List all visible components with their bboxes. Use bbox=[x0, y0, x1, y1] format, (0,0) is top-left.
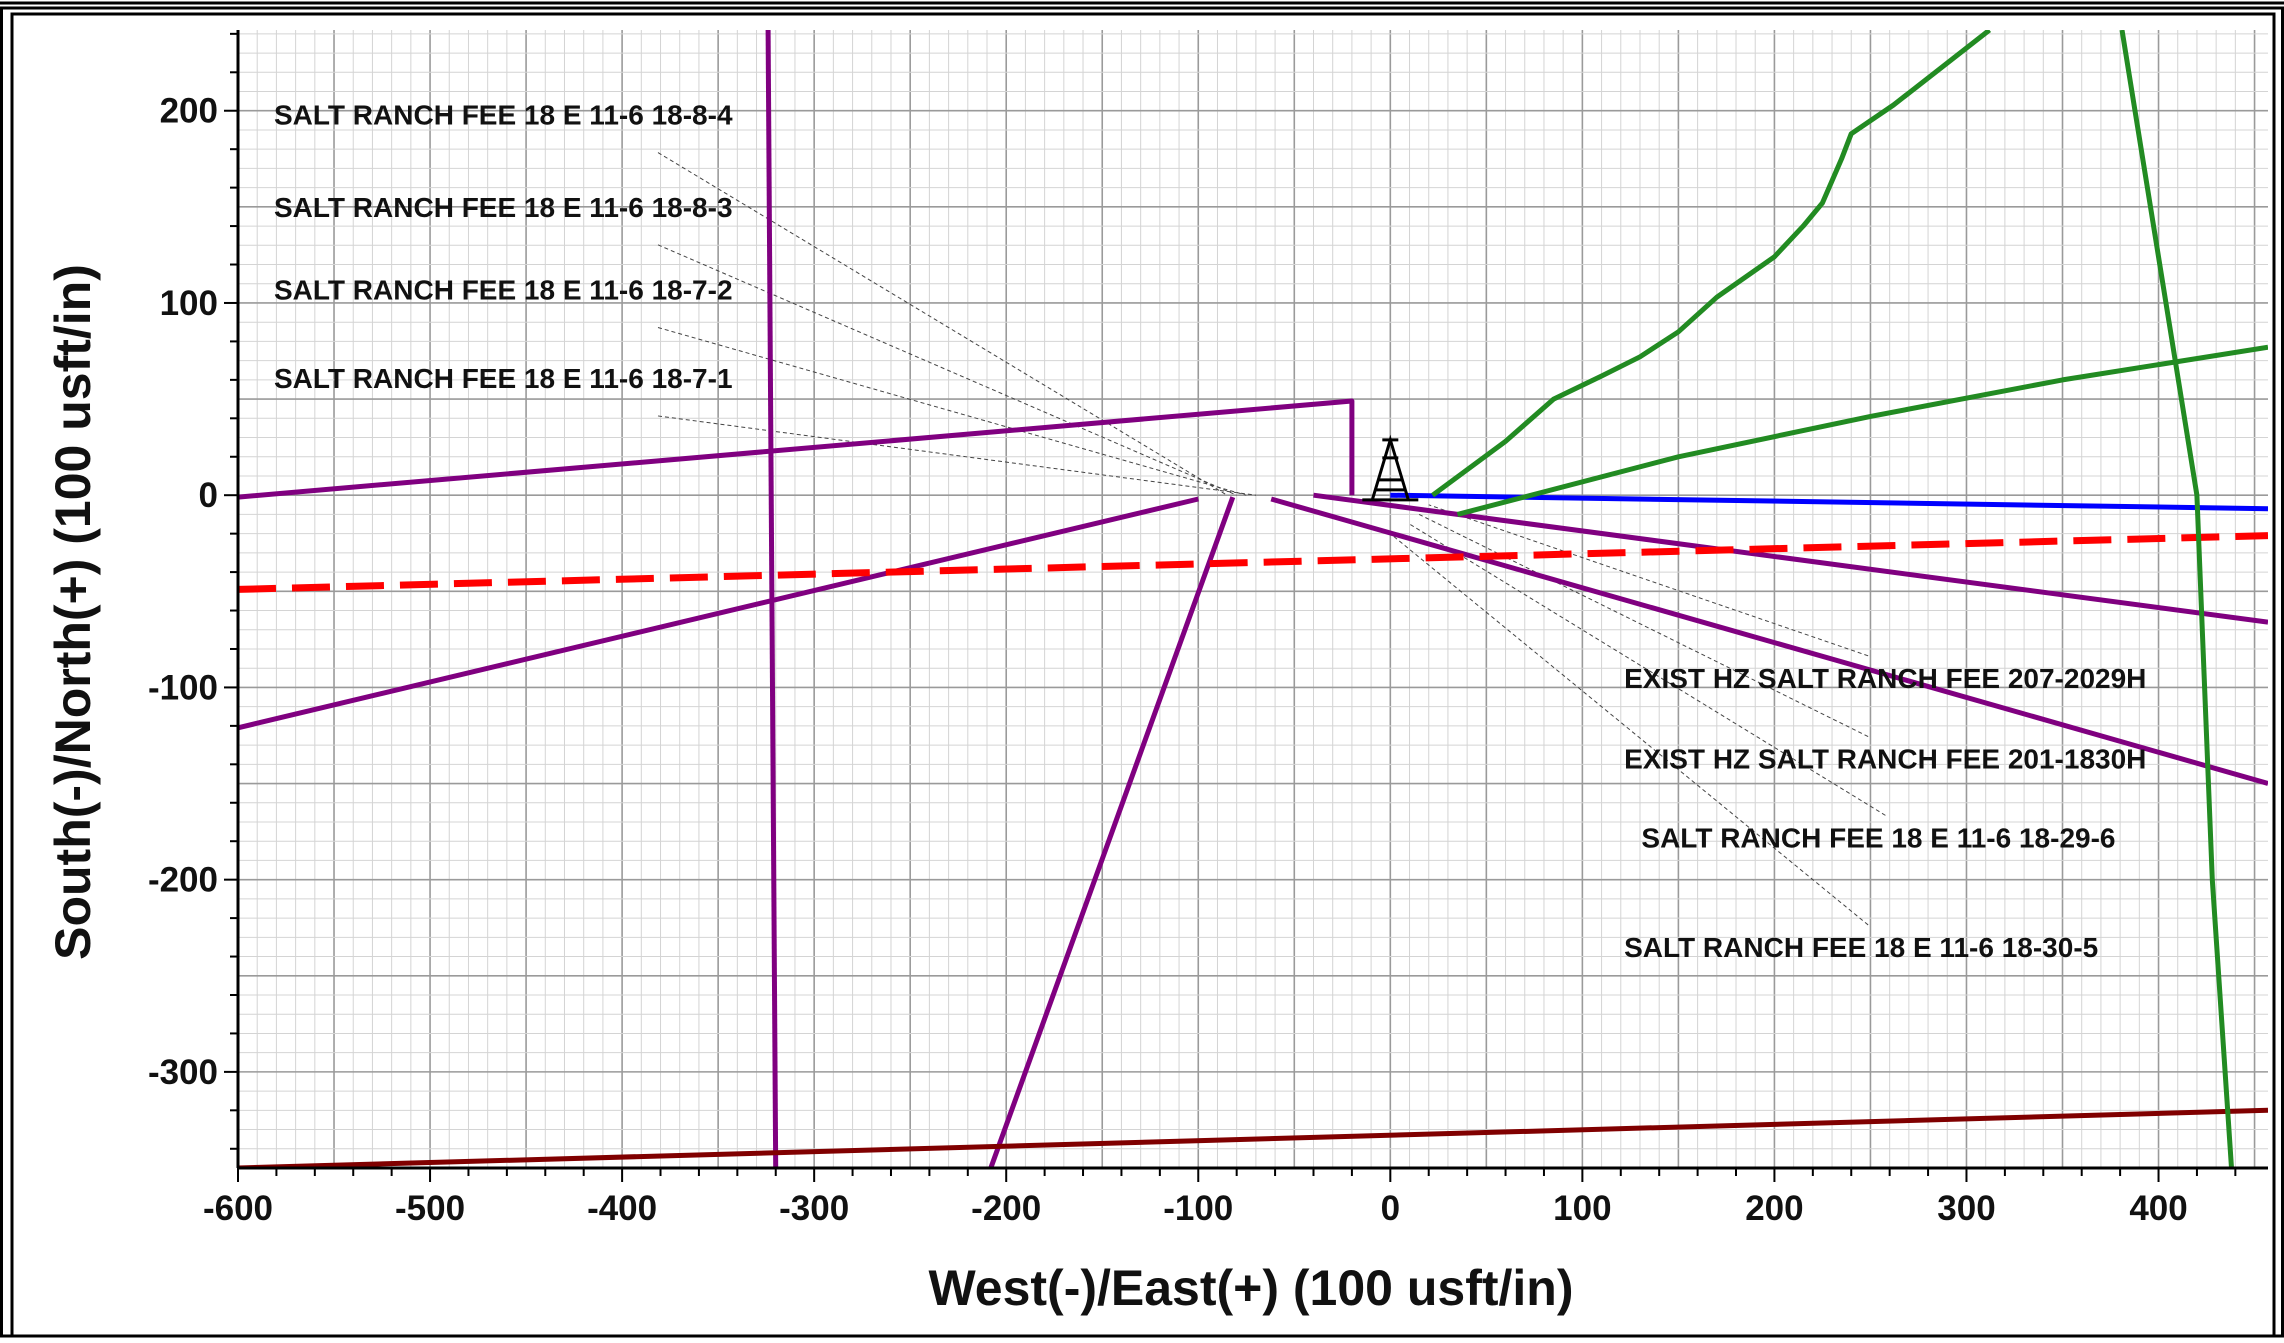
drilling-rig-icon bbox=[1362, 434, 1419, 502]
label-leader-line bbox=[1390, 533, 1869, 926]
x-tick-label: -400 bbox=[587, 1189, 657, 1228]
label-leader-line bbox=[657, 152, 1228, 496]
well-label: SALT RANCH FEE 18 E 11-6 18-30-5 bbox=[1624, 932, 2098, 963]
y-tick-label: -300 bbox=[148, 1053, 218, 1092]
label-leader-line bbox=[657, 244, 1237, 496]
well-path-line bbox=[238, 496, 1199, 731]
well-path-line bbox=[1270, 496, 2268, 786]
well-label: SALT RANCH FEE 18 E 11-6 18-7-2 bbox=[274, 275, 733, 306]
well-path-line bbox=[2119, 30, 2234, 1168]
x-tick-label: -600 bbox=[203, 1189, 273, 1228]
plot-area bbox=[238, 30, 2268, 1168]
label-leader-line bbox=[657, 327, 1247, 496]
surface-marker bbox=[1362, 434, 1419, 502]
x-tick-label: -500 bbox=[395, 1189, 465, 1228]
label-leaders bbox=[657, 152, 1886, 926]
well-path-line bbox=[988, 496, 1236, 1168]
well-path-line bbox=[238, 1107, 2268, 1168]
well-label: SALT RANCH FEE 18 E 11-6 18-8-3 bbox=[274, 192, 733, 223]
x-tick-label: -100 bbox=[1163, 1189, 1233, 1228]
y-axis-title: South(-)/North(+) (100 usft/in) bbox=[45, 264, 101, 960]
y-tick-label: 0 bbox=[199, 476, 218, 515]
grid bbox=[237, 30, 2268, 1169]
x-tick-label: 300 bbox=[1937, 1189, 1995, 1228]
x-tick-label: 0 bbox=[1381, 1189, 1400, 1228]
x-tick-label: 400 bbox=[2129, 1189, 2187, 1228]
inner-frame bbox=[10, 12, 2276, 1338]
axes bbox=[236, 30, 2268, 1170]
x-tick-label: 200 bbox=[1745, 1189, 1803, 1228]
well-label: EXIST HZ SALT RANCH FEE 207-2029H bbox=[1624, 663, 2146, 694]
label-leader-line bbox=[1409, 523, 1886, 816]
well-path-line bbox=[1431, 30, 1992, 498]
x-tick-label: -300 bbox=[779, 1189, 849, 1228]
y-tick-label: -100 bbox=[148, 668, 218, 707]
well-label: SALT RANCH FEE 18 E 11-6 18-8-4 bbox=[274, 100, 733, 131]
well-path-line bbox=[1456, 344, 2268, 517]
well-path-line bbox=[1313, 492, 2268, 625]
well-label: SALT RANCH FEE 18 E 11-6 18-7-1 bbox=[274, 363, 733, 394]
y-tick-label: 200 bbox=[160, 92, 218, 131]
x-axis-title: West(-)/East(+) (100 usft/in) bbox=[929, 1260, 1574, 1316]
well-paths bbox=[238, 30, 2268, 1168]
x-tick-label: -200 bbox=[971, 1189, 1041, 1228]
target-line-dashed bbox=[238, 532, 2268, 593]
well-label: EXIST HZ SALT RANCH FEE 201-1830H bbox=[1624, 744, 2146, 775]
label-leader-line bbox=[1428, 504, 1869, 657]
y-tick-label: 100 bbox=[160, 284, 218, 323]
y-tick-label: -200 bbox=[148, 861, 218, 900]
well-path-line bbox=[1390, 492, 2268, 512]
axis-ticks: -600 -500 -400 -300 -200 -100 0 100 200 300 400 200… bbox=[148, 32, 2237, 1228]
label-leader-line bbox=[657, 415, 1256, 496]
well-path-line bbox=[238, 398, 1355, 500]
x-tick-label: 100 bbox=[1553, 1189, 1611, 1228]
well-labels: SALT RANCH FEE 18 E 11-6 18-8-4 SALT RANC… bbox=[274, 100, 2146, 963]
well-label: SALT RANCH FEE 18 E 11-6 18-29-6 bbox=[1641, 822, 2115, 853]
